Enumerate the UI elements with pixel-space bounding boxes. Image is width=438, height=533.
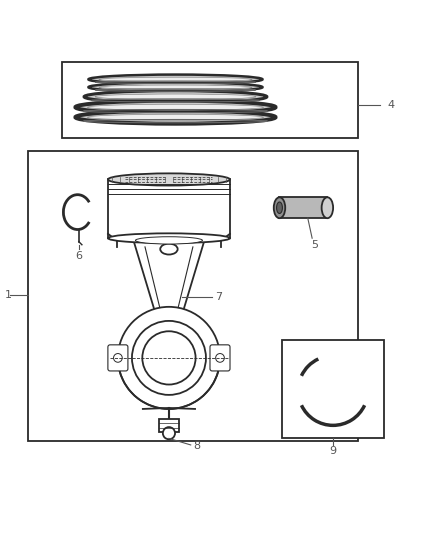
Text: 5: 5 bbox=[311, 240, 318, 250]
Ellipse shape bbox=[276, 202, 283, 214]
Ellipse shape bbox=[95, 94, 256, 100]
Ellipse shape bbox=[321, 197, 333, 218]
Bar bbox=[159, 419, 179, 432]
Polygon shape bbox=[134, 243, 204, 326]
Ellipse shape bbox=[84, 91, 267, 103]
Text: 9: 9 bbox=[329, 446, 336, 456]
Ellipse shape bbox=[108, 173, 230, 185]
Text: 8: 8 bbox=[194, 441, 201, 451]
Bar bbox=[62, 62, 358, 138]
Ellipse shape bbox=[135, 237, 202, 244]
Text: 7: 7 bbox=[215, 292, 223, 302]
FancyBboxPatch shape bbox=[210, 345, 230, 371]
Ellipse shape bbox=[88, 83, 262, 92]
Bar bbox=[108, 180, 230, 238]
Ellipse shape bbox=[75, 101, 276, 114]
Circle shape bbox=[113, 353, 122, 362]
Ellipse shape bbox=[274, 197, 285, 218]
Ellipse shape bbox=[108, 233, 230, 243]
Ellipse shape bbox=[99, 77, 252, 82]
Circle shape bbox=[215, 353, 224, 362]
Ellipse shape bbox=[160, 244, 178, 255]
Bar bbox=[28, 151, 358, 441]
Text: 4: 4 bbox=[387, 100, 395, 110]
Text: 1: 1 bbox=[4, 290, 11, 300]
Ellipse shape bbox=[75, 111, 276, 124]
Ellipse shape bbox=[99, 85, 252, 90]
Circle shape bbox=[132, 321, 206, 395]
Circle shape bbox=[118, 307, 220, 409]
Bar bbox=[282, 341, 385, 439]
Ellipse shape bbox=[88, 104, 264, 110]
Bar bbox=[279, 197, 327, 218]
FancyBboxPatch shape bbox=[108, 345, 128, 371]
Circle shape bbox=[163, 427, 175, 439]
Text: 6: 6 bbox=[75, 251, 82, 261]
Ellipse shape bbox=[88, 114, 264, 120]
Circle shape bbox=[142, 332, 196, 384]
Ellipse shape bbox=[88, 75, 262, 84]
